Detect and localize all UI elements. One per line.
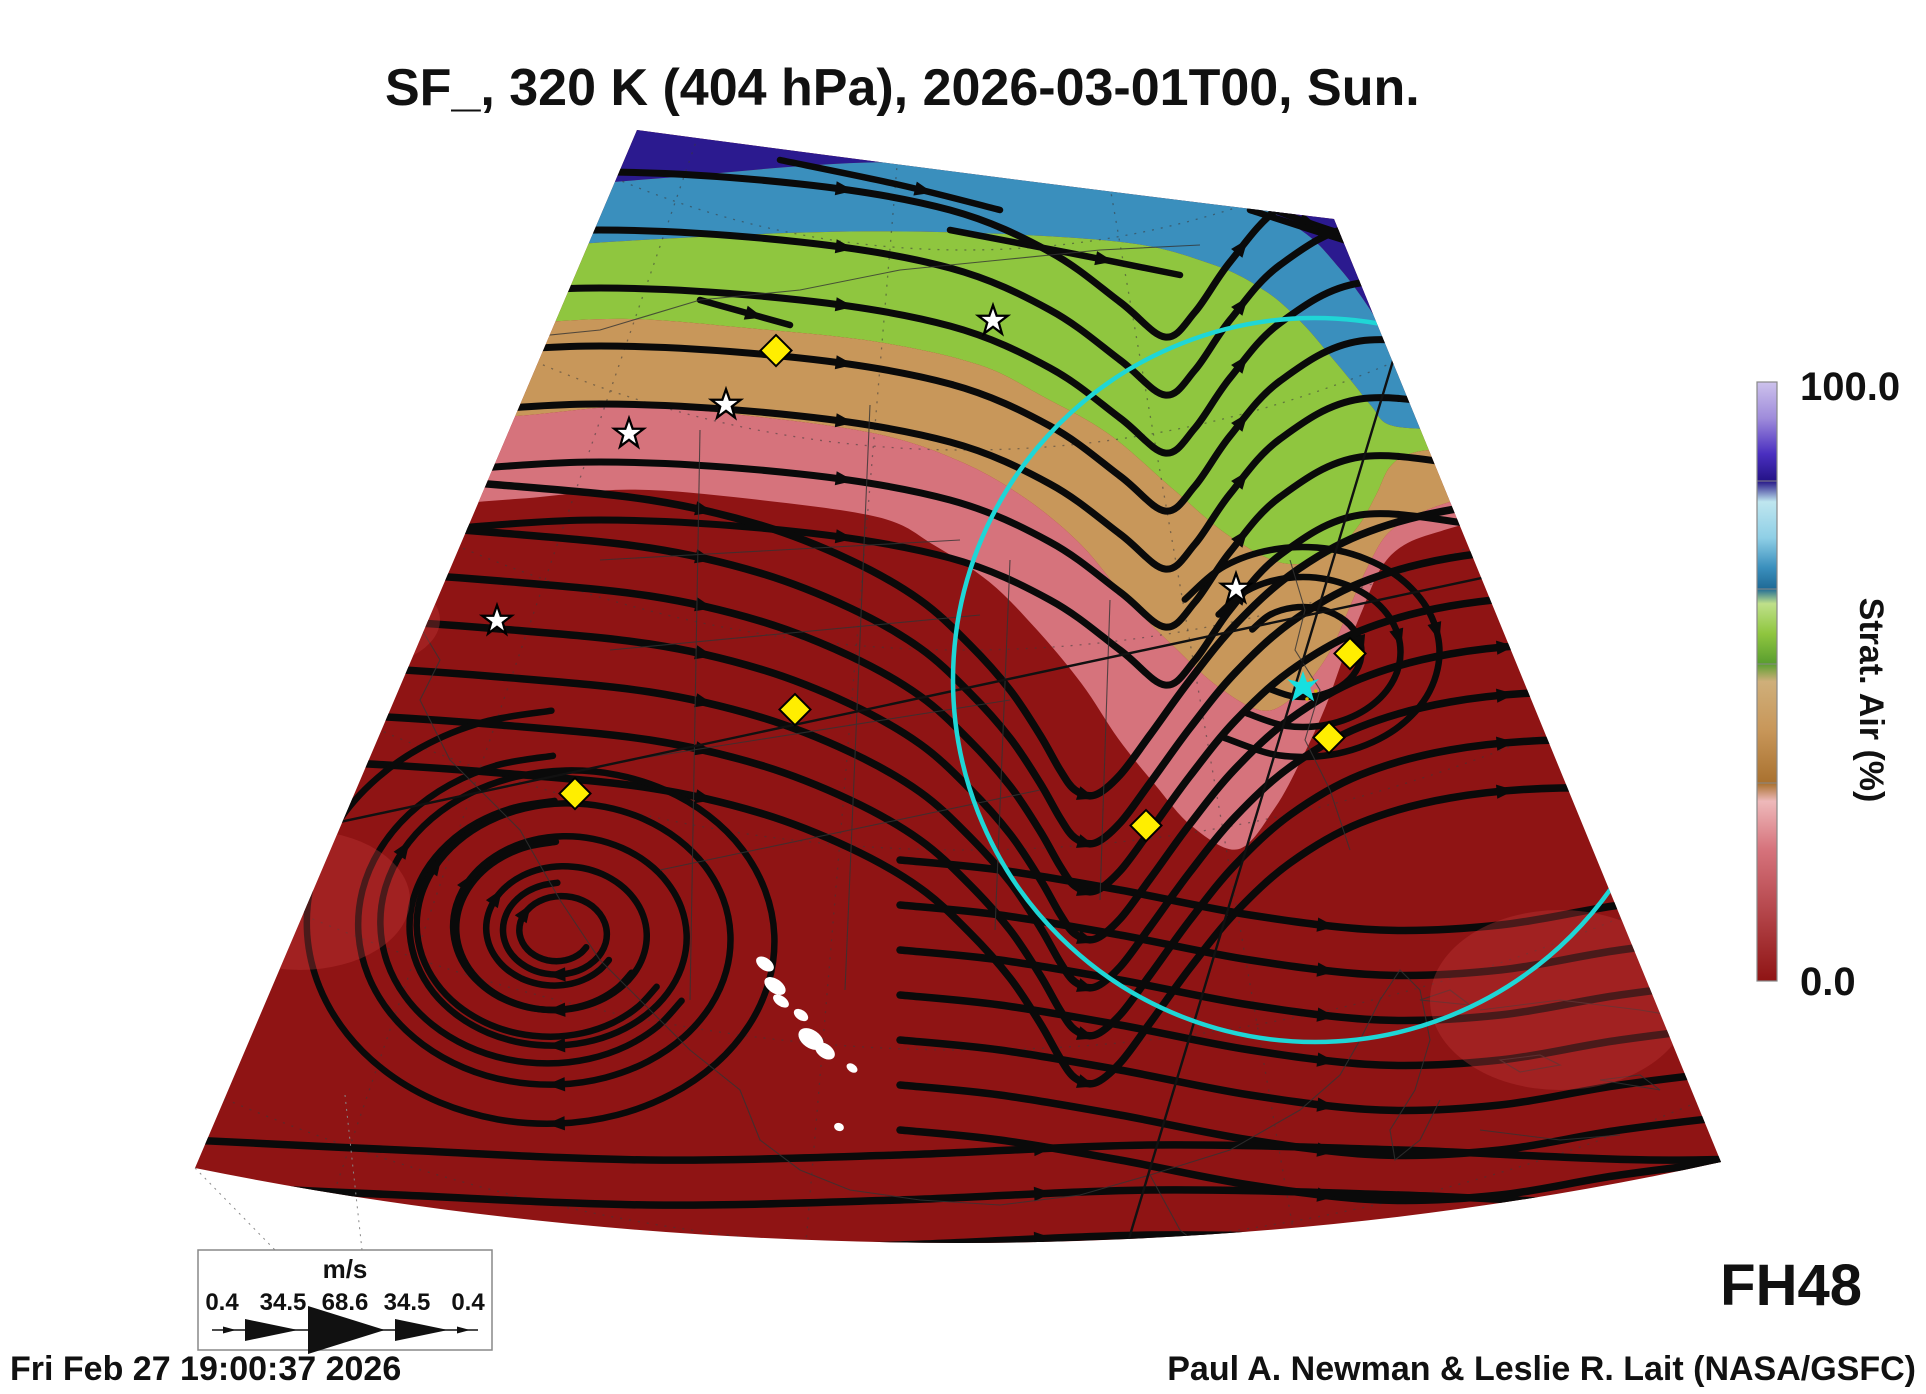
svg-text:m/s: m/s bbox=[323, 1254, 368, 1284]
svg-text:0.0: 0.0 bbox=[1800, 960, 1856, 1004]
svg-text:34.5: 34.5 bbox=[260, 1289, 307, 1316]
svg-text:0.4: 0.4 bbox=[451, 1289, 485, 1316]
svg-text:FH48: FH48 bbox=[1720, 1253, 1862, 1318]
svg-text:Paul A. Newman & Leslie R. Lai: Paul A. Newman & Leslie R. Lait (NASA/GS… bbox=[1167, 1350, 1916, 1388]
svg-text:34.5: 34.5 bbox=[384, 1289, 431, 1316]
svg-text:100.0: 100.0 bbox=[1800, 365, 1900, 409]
svg-text:Fri Feb 27 19:00:37 2026: Fri Feb 27 19:00:37 2026 bbox=[10, 1350, 401, 1388]
svg-text:0.4: 0.4 bbox=[205, 1289, 239, 1316]
svg-text:SF_, 320 K (404 hPa), 2026-03-: SF_, 320 K (404 hPa), 2026-03-01T00, Sun… bbox=[385, 59, 1420, 117]
svg-text:68.6: 68.6 bbox=[322, 1289, 369, 1316]
svg-text:Strat. Air (%): Strat. Air (%) bbox=[1852, 598, 1890, 803]
